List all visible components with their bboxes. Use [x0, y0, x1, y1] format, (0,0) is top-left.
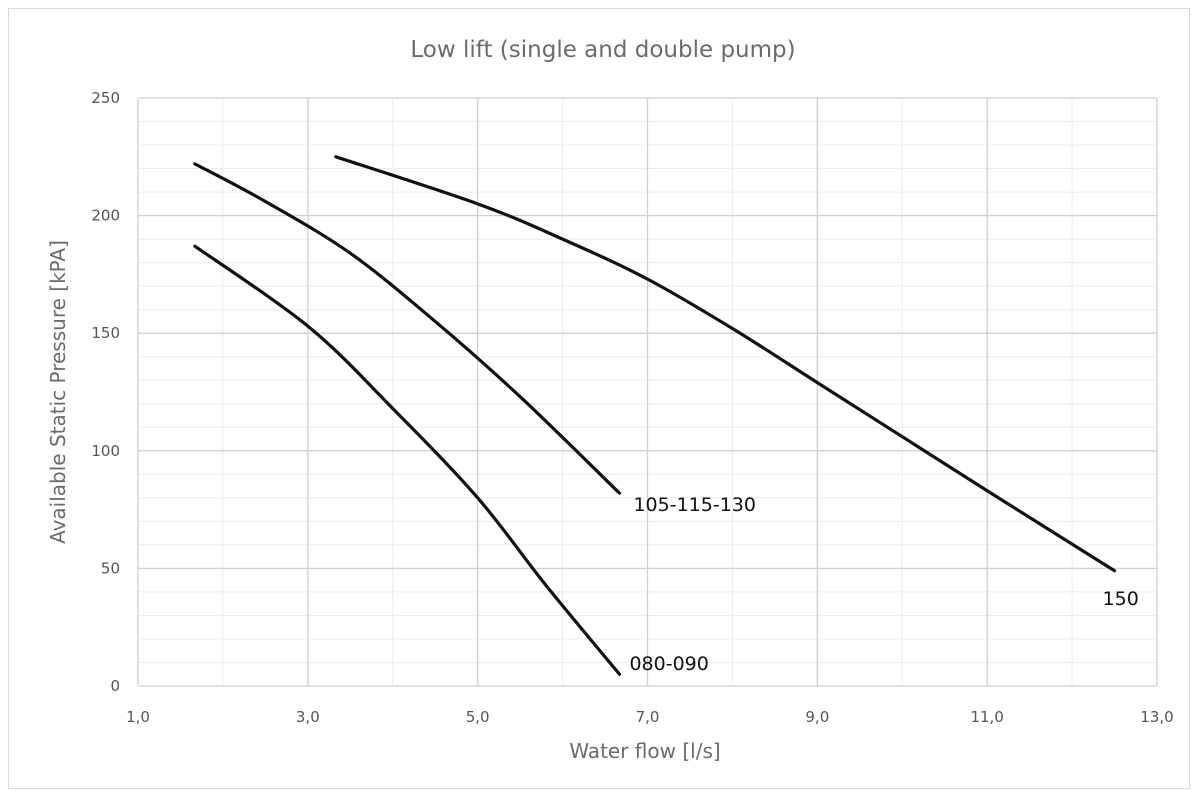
x-tick-label: 1,0: [126, 708, 150, 726]
series-label-105-115-130: 105-115-130: [633, 494, 756, 516]
x-tick-label: 7,0: [636, 708, 660, 726]
x-tick-label: 13,0: [1140, 708, 1173, 726]
chart-title: Low lift (single and double pump): [410, 37, 795, 63]
major-gridlines: [137, 97, 1158, 687]
y-tick-label: 100: [91, 442, 120, 460]
series-label-150: 150: [1103, 588, 1139, 610]
y-tick-label: 0: [110, 677, 120, 695]
y-axis-label: Available Static Pressure [kPA]: [46, 240, 70, 544]
y-tick-label: 50: [101, 559, 120, 577]
x-tick-label: 11,0: [970, 708, 1003, 726]
y-tick-label: 200: [91, 207, 120, 225]
series-lines: [193, 155, 1117, 676]
series-label-080-090: 080-090: [629, 653, 708, 675]
series-labels: 080-090 105-115-130 150: [629, 494, 1138, 675]
series-line-080-090: [193, 244, 622, 676]
x-tick-label: 9,0: [805, 708, 829, 726]
chart-frame: [8, 8, 1190, 789]
x-tick-label: 5,0: [466, 708, 490, 726]
series-line-105-115-130: [193, 162, 622, 495]
x-axis-label: Water flow [l/s]: [569, 739, 720, 763]
y-tick-label: 150: [91, 324, 120, 342]
series-line-150: [334, 155, 1117, 573]
tick-labels: 0 50 100 150 200 250 1,0 3,0 5,0 7,0 9,0 11,0 13,0: [91, 89, 1173, 726]
x-tick-label: 3,0: [296, 708, 320, 726]
y-tick-label: 250: [91, 89, 120, 107]
